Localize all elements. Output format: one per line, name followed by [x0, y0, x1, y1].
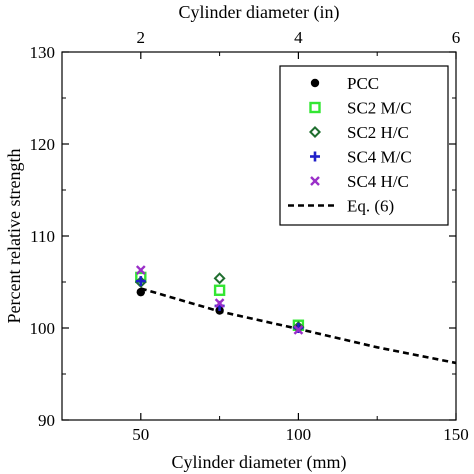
legend-label-eq-6: Eq. (6): [347, 197, 394, 216]
tick-labels: 50 100 150 2 4 6 90 100 110 120 130: [30, 28, 469, 444]
legend-swatch-sc4-h-c: [310, 176, 320, 186]
data-marks: [134, 265, 457, 365]
legend-label-pcc: PCC: [347, 74, 379, 93]
point-sc4-h-c-b: [214, 298, 225, 309]
y-tick-label: 110: [30, 227, 55, 246]
point-sc4-h-c-b: [135, 265, 146, 275]
point-sc4-h-c-b: [293, 324, 304, 335]
y-tick-label: 100: [30, 319, 56, 338]
legend-swatch-sc2-m-c: [309, 101, 321, 114]
y-tick-label: 130: [30, 43, 56, 62]
point-sc4-m-c: [135, 276, 146, 287]
x-tick-label: 100: [286, 425, 312, 444]
y-axis-title: Percent relative strength: [4, 149, 24, 324]
point-sc4-h-c: [293, 324, 304, 335]
axis-ticks: [62, 51, 457, 421]
legend-label-sc2-m-c: SC2 M/C: [347, 99, 412, 118]
legend-label-sc2-h-c: SC2 H/C: [347, 123, 409, 142]
legend-swatch-sc2-h-c: [308, 125, 322, 139]
legend-swatch-sc4-h-c-b: [310, 176, 320, 186]
x2-tick-label: 4: [294, 28, 303, 47]
point-sc4-h-c: [135, 265, 146, 275]
y-tick-label: 90: [38, 411, 55, 430]
x-axis-title: Cylinder diameter (mm): [172, 452, 347, 473]
point-pcc: [136, 287, 145, 297]
point-sc2-h-c: [213, 272, 226, 285]
legend-swatch-pcc: [310, 78, 320, 88]
x2-axis-title: Cylinder diameter (in): [179, 2, 340, 23]
x2-tick-label: 6: [452, 28, 461, 47]
legend-swatch-sc4-m-c: [310, 151, 320, 162]
point-sc4-h-c: [214, 298, 225, 309]
legend-label-sc4-m-c: SC4 M/C: [347, 148, 412, 167]
point-sc2-m-c: [213, 284, 226, 296]
x2-tick-label: 2: [137, 28, 146, 47]
x-tick-label: 150: [443, 425, 469, 444]
legend: PCC SC2 M/C SC2 H/C SC4 M/C SC4 H/C Eq. (6): [279, 65, 449, 226]
x-tick-label: 50: [132, 425, 149, 444]
legend-label-sc4-h-c: SC4 H/C: [347, 172, 409, 191]
legend-box: [279, 65, 449, 226]
y-tick-label: 120: [30, 135, 56, 154]
